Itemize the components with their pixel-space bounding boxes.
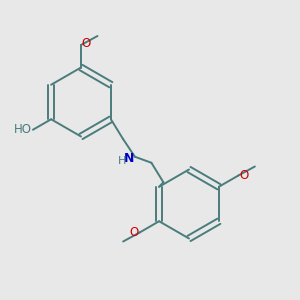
Text: O: O: [239, 169, 248, 182]
Text: N: N: [124, 152, 134, 165]
Text: O: O: [82, 37, 91, 50]
Text: HO: HO: [14, 123, 32, 136]
Text: H: H: [118, 156, 127, 166]
Text: O: O: [130, 226, 139, 239]
